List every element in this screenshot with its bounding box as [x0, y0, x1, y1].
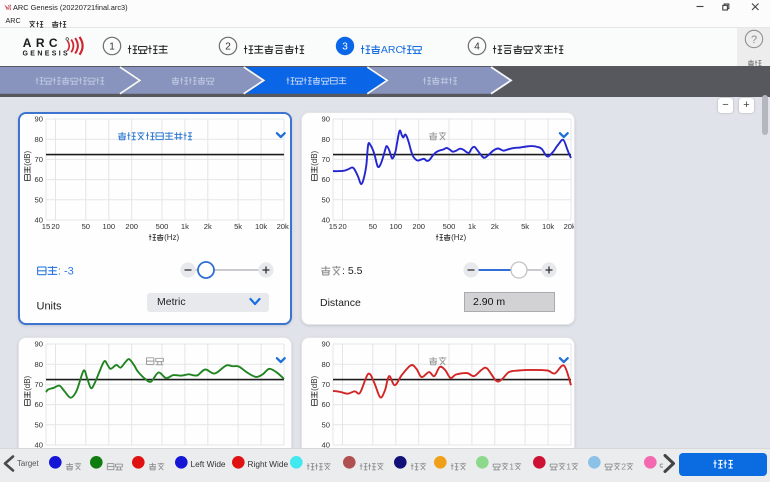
svg-text:90: 90 — [322, 340, 330, 349]
svg-text:1k: 1k — [181, 222, 189, 231]
svg-text:80: 80 — [322, 360, 330, 369]
svg-text:5k: 5k — [521, 222, 529, 231]
svg-text:(dB): (dB) — [23, 375, 32, 390]
svg-text:60: 60 — [35, 175, 43, 184]
svg-text:1k: 1k — [468, 222, 476, 231]
svg-text:60: 60 — [322, 175, 330, 184]
svg-text:50: 50 — [369, 222, 377, 231]
svg-text:Units: Units — [37, 300, 63, 312]
svg-text:80: 80 — [35, 135, 43, 144]
svg-text:70: 70 — [35, 155, 43, 164]
svg-text:90: 90 — [35, 115, 43, 124]
svg-text:70: 70 — [35, 380, 43, 389]
svg-text:?: ? — [751, 34, 757, 46]
svg-text:(dB): (dB) — [310, 375, 319, 390]
svg-text:40: 40 — [322, 441, 330, 450]
svg-text:3: 3 — [342, 42, 348, 53]
svg-text:50: 50 — [82, 222, 90, 231]
svg-text:2k: 2k — [491, 222, 499, 231]
svg-text:2: 2 — [225, 42, 231, 53]
svg-text:50: 50 — [35, 420, 43, 429]
svg-text:50: 50 — [322, 420, 330, 429]
svg-text:GENESIS: GENESIS — [23, 50, 71, 57]
svg-text:: -3: : -3 — [58, 265, 74, 277]
svg-text:(Hz): (Hz) — [451, 233, 466, 242]
svg-text:10k: 10k — [255, 222, 267, 231]
svg-text:100: 100 — [102, 222, 115, 231]
svg-text:15: 15 — [42, 222, 50, 231]
svg-text:40: 40 — [35, 216, 43, 225]
svg-text:70: 70 — [322, 155, 330, 164]
svg-text:10k: 10k — [542, 222, 554, 231]
svg-text:(dB): (dB) — [310, 150, 319, 165]
svg-text:1: 1 — [566, 462, 571, 471]
svg-text:20k: 20k — [277, 222, 289, 231]
svg-text:100: 100 — [389, 222, 402, 231]
svg-text:80: 80 — [322, 135, 330, 144]
svg-text:40: 40 — [322, 216, 330, 225]
svg-text:1: 1 — [509, 462, 514, 471]
svg-text:200: 200 — [125, 222, 138, 231]
svg-text:5k: 5k — [234, 222, 242, 231]
svg-text:60: 60 — [322, 400, 330, 409]
svg-text:(dB): (dB) — [23, 150, 32, 165]
svg-text:500: 500 — [156, 222, 169, 231]
svg-text:80: 80 — [35, 360, 43, 369]
svg-text:90: 90 — [35, 340, 43, 349]
svg-text:1: 1 — [109, 42, 115, 53]
svg-text:50: 50 — [322, 195, 330, 204]
svg-text:50: 50 — [35, 195, 43, 204]
svg-text:500: 500 — [443, 222, 456, 231]
svg-text:20: 20 — [51, 222, 59, 231]
svg-text:20k: 20k — [564, 222, 575, 231]
svg-text:60: 60 — [35, 400, 43, 409]
svg-text:ARC: ARC — [381, 44, 404, 55]
svg-text:40: 40 — [35, 441, 43, 450]
svg-text:4: 4 — [474, 42, 480, 53]
svg-text:(Hz): (Hz) — [164, 233, 179, 242]
svg-text:70: 70 — [322, 380, 330, 389]
svg-text:15: 15 — [329, 222, 337, 231]
svg-text:20: 20 — [338, 222, 346, 231]
svg-text:2: 2 — [621, 462, 626, 471]
svg-text:ARC: ARC — [23, 36, 62, 50]
svg-text:90: 90 — [322, 115, 330, 124]
svg-text:200: 200 — [412, 222, 425, 231]
svg-text:2k: 2k — [204, 222, 212, 231]
